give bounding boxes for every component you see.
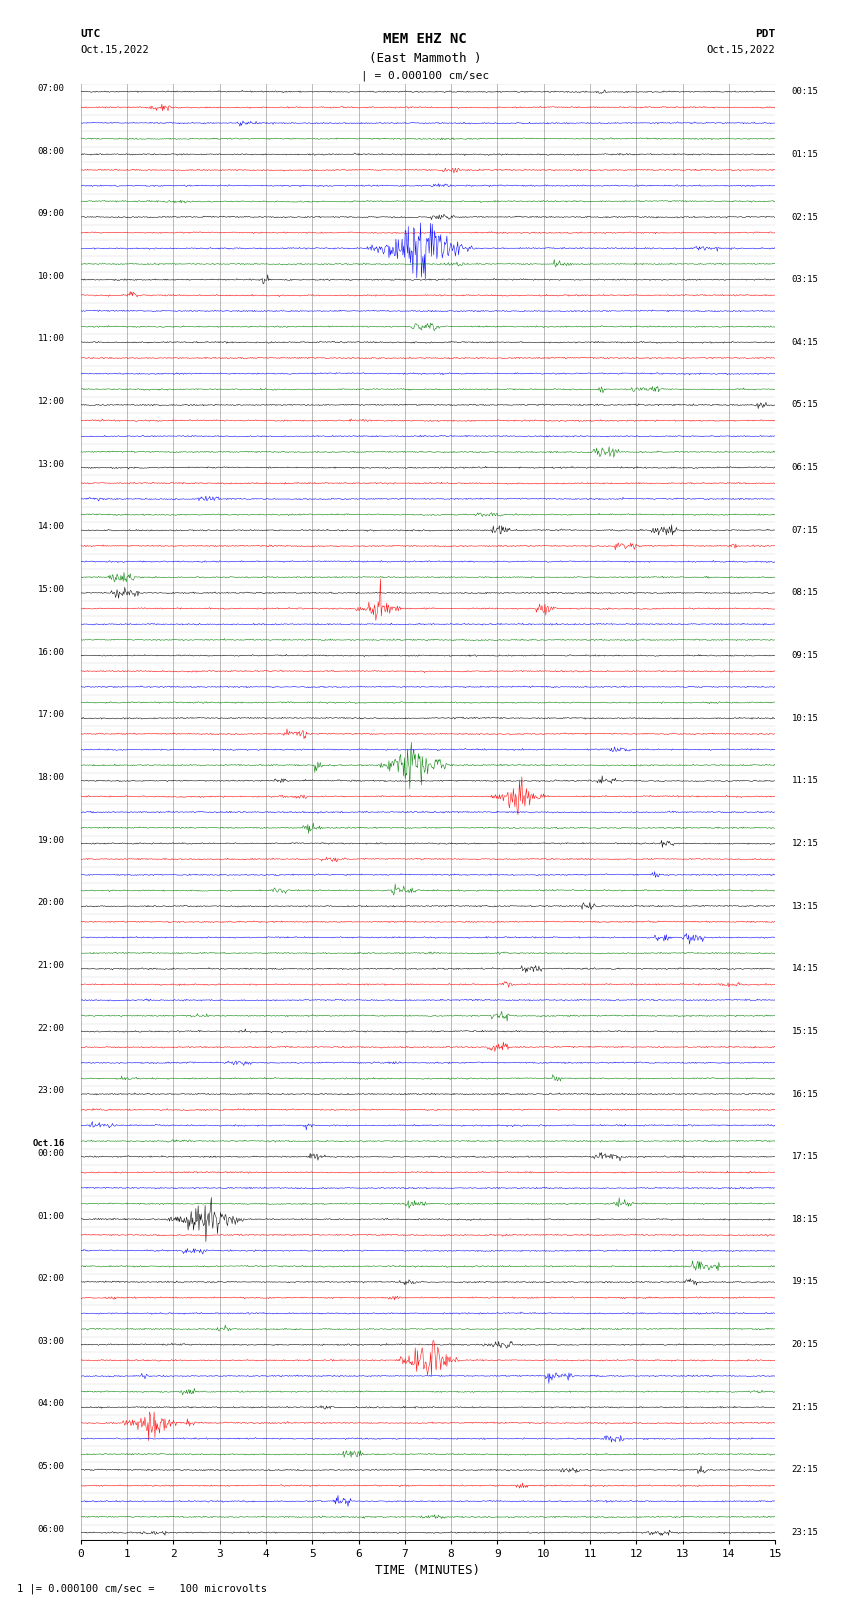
Text: 21:00: 21:00 [37,961,65,969]
Text: 01:00: 01:00 [37,1211,65,1221]
Text: 12:15: 12:15 [791,839,819,848]
Text: 02:15: 02:15 [791,213,819,221]
Text: 19:00: 19:00 [37,836,65,845]
Text: 08:15: 08:15 [791,589,819,597]
Text: Oct.15,2022: Oct.15,2022 [706,45,775,55]
Text: 14:15: 14:15 [791,965,819,973]
Text: 12:00: 12:00 [37,397,65,406]
Text: 00:00: 00:00 [37,1148,65,1158]
Text: 20:15: 20:15 [791,1340,819,1348]
Text: 16:00: 16:00 [37,648,65,656]
Text: 04:00: 04:00 [37,1400,65,1408]
Text: 17:15: 17:15 [791,1152,819,1161]
Text: 09:15: 09:15 [791,652,819,660]
Text: 07:15: 07:15 [791,526,819,536]
Text: 06:15: 06:15 [791,463,819,473]
Text: 08:00: 08:00 [37,147,65,155]
Text: Oct.16: Oct.16 [32,1139,65,1148]
Text: 23:00: 23:00 [37,1086,65,1095]
Text: 15:15: 15:15 [791,1027,819,1036]
Text: 03:00: 03:00 [37,1337,65,1345]
Text: 11:15: 11:15 [791,776,819,786]
Text: 1 |= 0.000100 cm/sec =    100 microvolts: 1 |= 0.000100 cm/sec = 100 microvolts [17,1582,267,1594]
Text: 00:15: 00:15 [791,87,819,97]
Text: UTC: UTC [81,29,101,39]
Text: PDT: PDT [755,29,775,39]
Text: 05:15: 05:15 [791,400,819,410]
X-axis label: TIME (MINUTES): TIME (MINUTES) [376,1563,480,1576]
Text: 17:00: 17:00 [37,710,65,719]
Text: 23:15: 23:15 [791,1528,819,1537]
Text: 21:15: 21:15 [791,1403,819,1411]
Text: 09:00: 09:00 [37,210,65,218]
Text: 03:15: 03:15 [791,276,819,284]
Text: 06:00: 06:00 [37,1524,65,1534]
Text: 07:00: 07:00 [37,84,65,94]
Text: | = 0.000100 cm/sec: | = 0.000100 cm/sec [361,71,489,82]
Text: 02:00: 02:00 [37,1274,65,1284]
Text: 16:15: 16:15 [791,1089,819,1098]
Text: 10:00: 10:00 [37,273,65,281]
Text: 22:00: 22:00 [37,1024,65,1032]
Text: 10:15: 10:15 [791,713,819,723]
Text: 13:00: 13:00 [37,460,65,469]
Text: 18:15: 18:15 [791,1215,819,1224]
Text: 01:15: 01:15 [791,150,819,158]
Text: 22:15: 22:15 [791,1466,819,1474]
Text: Oct.15,2022: Oct.15,2022 [81,45,150,55]
Text: MEM EHZ NC: MEM EHZ NC [383,32,467,47]
Text: 14:00: 14:00 [37,523,65,531]
Text: 20:00: 20:00 [37,898,65,907]
Text: 04:15: 04:15 [791,337,819,347]
Text: 18:00: 18:00 [37,773,65,782]
Text: 19:15: 19:15 [791,1277,819,1287]
Text: 15:00: 15:00 [37,586,65,594]
Text: 05:00: 05:00 [37,1461,65,1471]
Text: 13:15: 13:15 [791,902,819,911]
Text: 11:00: 11:00 [37,334,65,344]
Text: (East Mammoth ): (East Mammoth ) [369,52,481,65]
